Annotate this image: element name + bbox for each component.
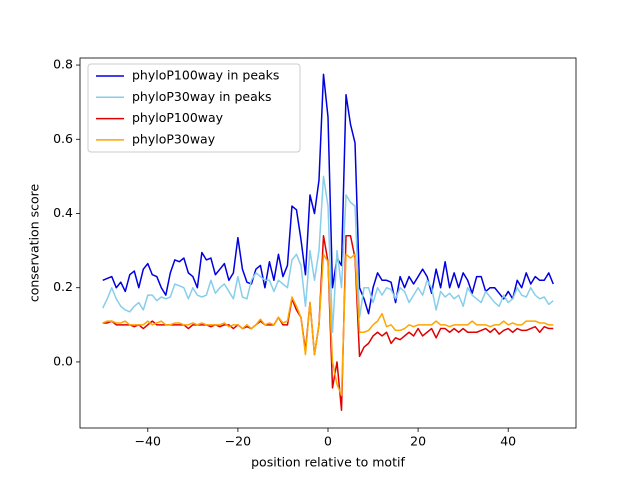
y-tick-label: 0.0: [53, 353, 73, 368]
legend-box: [87, 63, 301, 153]
y-tick-label: 0.2: [53, 279, 73, 294]
x-tick-label: 40: [500, 434, 516, 449]
series-line: [102, 253, 554, 397]
y-tick-label: 0.8: [53, 57, 73, 72]
series-line: [102, 73, 554, 315]
x-axis-label: position relative to motif: [251, 455, 405, 470]
series-line: [102, 175, 554, 334]
x-tick-label: −20: [225, 434, 251, 449]
y-axis-label: conservation score: [27, 184, 42, 303]
x-tick-label: 0: [324, 434, 332, 449]
legend-label: phyloP100way in peaks: [132, 68, 279, 83]
legend-label: phyloP30way: [132, 131, 216, 146]
x-tick-label: 20: [410, 434, 426, 449]
y-tick-label: 0.6: [53, 131, 73, 146]
legend-label: phyloP30way in peaks: [132, 89, 271, 104]
x-tick-label: −40: [135, 434, 161, 449]
y-tick-label: 0.4: [53, 205, 73, 220]
legend-label: phyloP100way: [132, 110, 224, 125]
